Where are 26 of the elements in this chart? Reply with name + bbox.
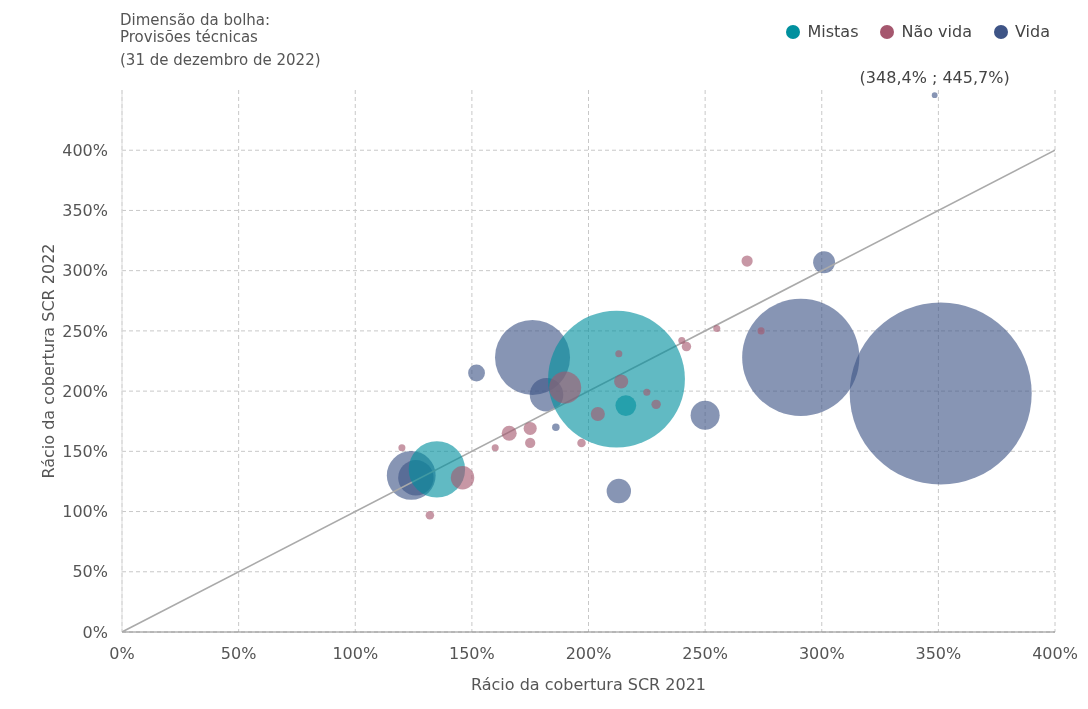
y-axis-title: Rácio da cobertura SCR 2022	[38, 243, 58, 479]
x-tick-label: 150%	[449, 644, 495, 664]
y-tick-label: 50%	[72, 562, 108, 582]
legend-label: Vida	[1015, 22, 1050, 41]
y-tick-label: 0%	[82, 622, 108, 642]
y-tick-label: 100%	[62, 502, 108, 522]
x-tick-label: 300%	[798, 644, 845, 664]
x-tick-label: 350%	[915, 644, 962, 664]
y-tick-label: 350%	[62, 201, 108, 221]
y-tick-label: 250%	[62, 321, 108, 341]
annotation: (348,4% ; 445,7%)	[859, 68, 1010, 88]
legend-label: Não vida	[901, 22, 972, 41]
legend-label: Mistas	[807, 22, 859, 41]
y-tick-label: 300%	[62, 261, 108, 281]
x-tick-label: 0%	[109, 644, 135, 664]
x-axis-title: Rácio da cobertura SCR 2021	[470, 675, 707, 694]
x-tick-label: 250%	[682, 644, 728, 664]
x-tick-label: 200%	[565, 644, 612, 664]
x-tick-label: 400%	[1032, 644, 1078, 664]
x-tick-label: 50%	[220, 644, 257, 664]
chart-subtitle: (31 de dezembro de 2022)	[120, 51, 321, 69]
x-tick-label: 100%	[332, 644, 379, 664]
y-tick-label: 200%	[62, 381, 108, 401]
y-tick-label: 150%	[62, 442, 108, 462]
chart-title: Dimensão da bolha: Provisões técnicas	[120, 11, 272, 46]
y-tick-label: 400%	[62, 140, 108, 160]
